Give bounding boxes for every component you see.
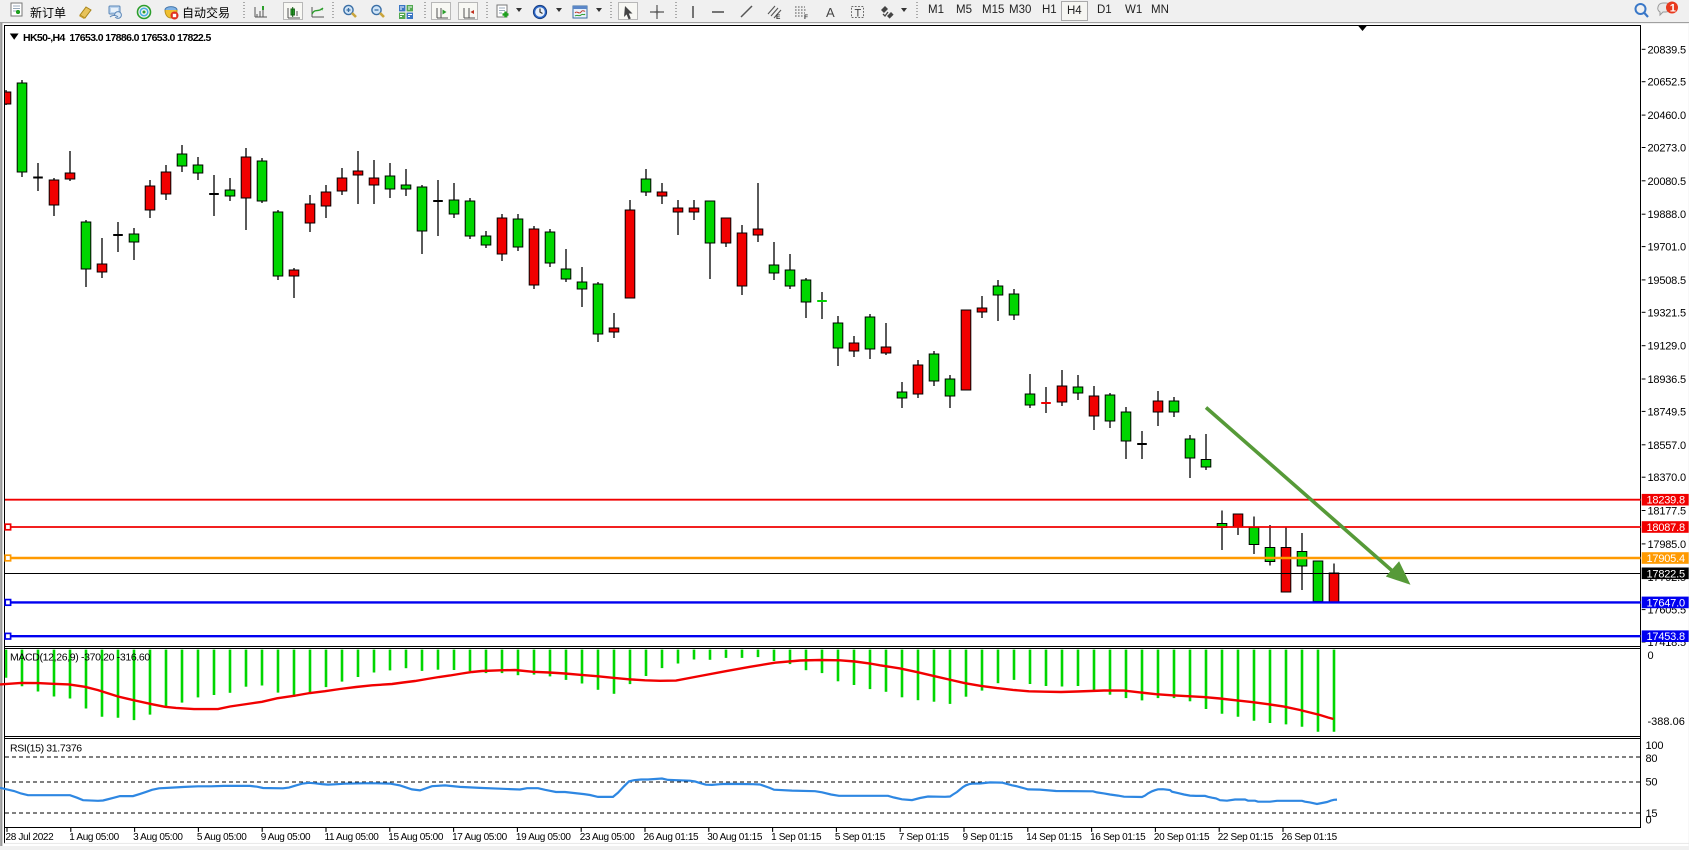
svg-text:23 Aug 05:00: 23 Aug 05:00 — [580, 832, 636, 843]
svg-text:18557.0: 18557.0 — [1648, 440, 1686, 452]
svg-text:28 Jul 2022: 28 Jul 2022 — [6, 832, 55, 843]
svg-text:19129.0: 19129.0 — [1648, 341, 1686, 353]
svg-text:HK50-,H4 17653.0 17886.0 1765: HK50-,H4 17653.0 17886.0 17653.0 17822.5 — [23, 32, 211, 44]
svg-text:26 Sep 01:15: 26 Sep 01:15 — [1282, 832, 1338, 843]
svg-text:80: 80 — [1646, 753, 1658, 765]
svg-text:3 Aug 05:00: 3 Aug 05:00 — [133, 832, 183, 843]
svg-text:1: 1 — [1670, 3, 1676, 15]
svg-text:1 Sep 01:15: 1 Sep 01:15 — [771, 832, 822, 843]
svg-text:11 Aug 05:00: 11 Aug 05:00 — [325, 832, 380, 843]
svg-text:100: 100 — [1646, 740, 1664, 752]
svg-text:18749.5: 18749.5 — [1648, 406, 1686, 418]
svg-text:19888.0: 19888.0 — [1648, 209, 1686, 221]
svg-text:20 Sep 01:15: 20 Sep 01:15 — [1154, 832, 1210, 843]
svg-text:20839.5: 20839.5 — [1648, 44, 1686, 56]
svg-text:A: A — [826, 5, 835, 20]
svg-text:20273.0: 20273.0 — [1648, 143, 1686, 155]
svg-text:17453.8: 17453.8 — [1647, 631, 1685, 643]
svg-text:15: 15 — [1646, 808, 1658, 820]
svg-text:T: T — [855, 8, 862, 20]
svg-text:14 Sep 01:15: 14 Sep 01:15 — [1026, 832, 1082, 843]
svg-text:17905.4: 17905.4 — [1647, 553, 1685, 565]
svg-text:17647.0: 17647.0 — [1647, 597, 1685, 609]
svg-text:22 Sep 01:15: 22 Sep 01:15 — [1218, 832, 1274, 843]
svg-text:18936.5: 18936.5 — [1648, 374, 1686, 386]
svg-text:17 Aug 05:00: 17 Aug 05:00 — [452, 832, 508, 843]
svg-text:7 Sep 01:15: 7 Sep 01:15 — [899, 832, 950, 843]
svg-text:20080.5: 20080.5 — [1648, 176, 1686, 188]
svg-text:9 Sep 01:15: 9 Sep 01:15 — [963, 832, 1014, 843]
svg-text:26 Aug 01:15: 26 Aug 01:15 — [644, 832, 700, 843]
svg-text:5 Sep 01:15: 5 Sep 01:15 — [835, 832, 886, 843]
svg-text:19321.5: 19321.5 — [1648, 307, 1686, 319]
svg-text:30 Aug 01:15: 30 Aug 01:15 — [707, 832, 763, 843]
svg-text:18087.8: 18087.8 — [1647, 522, 1685, 534]
svg-text:F: F — [804, 14, 808, 20]
svg-text:19508.5: 19508.5 — [1648, 275, 1686, 287]
svg-text:19701.0: 19701.0 — [1648, 242, 1686, 254]
svg-text:0: 0 — [1648, 650, 1654, 662]
svg-text:-388.06: -388.06 — [1648, 716, 1685, 728]
svg-text:5 Aug 05:00: 5 Aug 05:00 — [197, 832, 247, 843]
svg-text:20460.0: 20460.0 — [1648, 110, 1686, 122]
svg-text:17822.5: 17822.5 — [1647, 568, 1685, 580]
svg-text:1 Aug 05:00: 1 Aug 05:00 — [69, 832, 119, 843]
svg-text:18370.0: 18370.0 — [1648, 472, 1686, 484]
svg-text:19 Aug 05:00: 19 Aug 05:00 — [516, 832, 572, 843]
svg-text:16 Sep 01:15: 16 Sep 01:15 — [1090, 832, 1146, 843]
svg-text:18177.5: 18177.5 — [1648, 506, 1686, 518]
svg-text:E: E — [776, 14, 781, 20]
svg-text:20652.5: 20652.5 — [1648, 77, 1686, 89]
svg-text:15 Aug 05:00: 15 Aug 05:00 — [388, 832, 444, 843]
svg-text:RSI(15) 31.7376: RSI(15) 31.7376 — [10, 743, 82, 755]
svg-text:9 Aug 05:00: 9 Aug 05:00 — [261, 832, 311, 843]
svg-text:MACD(12,26,9) -370.20 -316.60: MACD(12,26,9) -370.20 -316.60 — [10, 652, 150, 664]
svg-text:17985.0: 17985.0 — [1648, 539, 1686, 551]
svg-text:0: 0 — [1646, 815, 1652, 827]
svg-text:18239.8: 18239.8 — [1647, 495, 1685, 507]
svg-text:50: 50 — [1646, 777, 1658, 789]
